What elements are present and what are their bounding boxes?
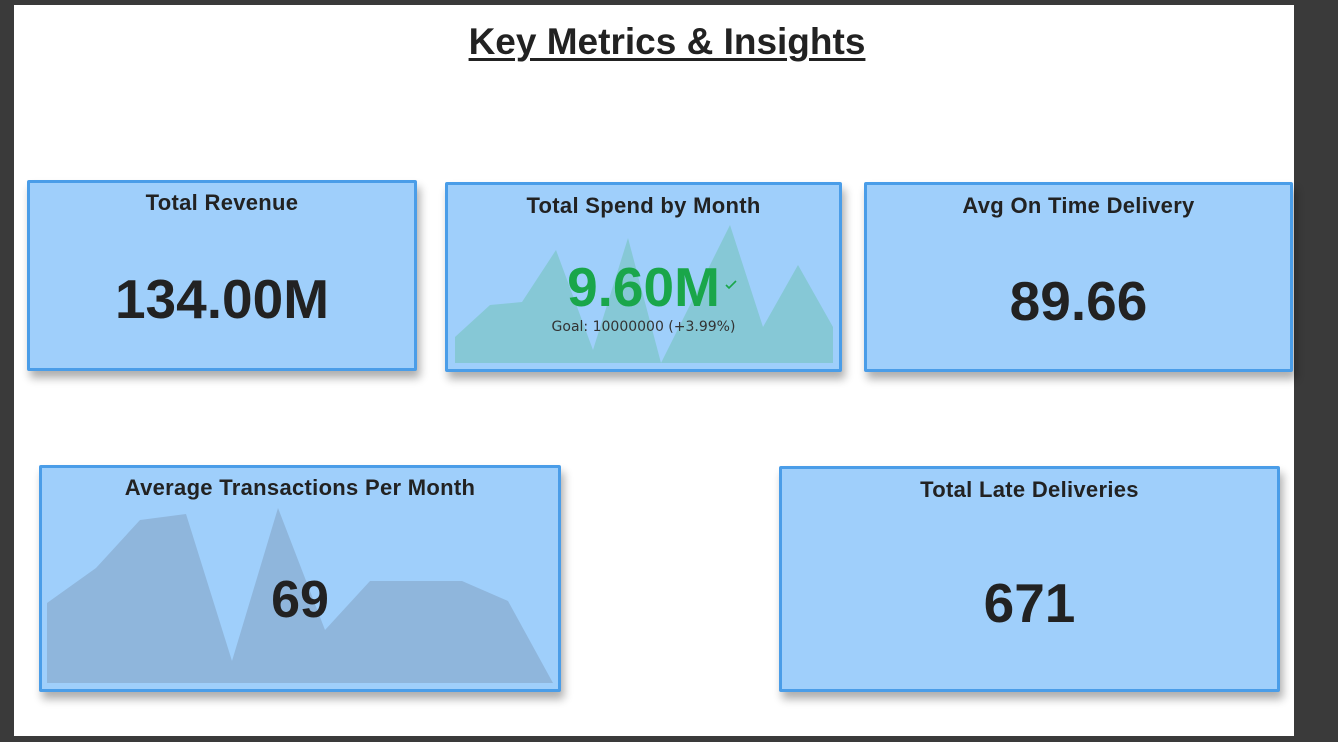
goal-text: Goal: 10000000 (+3.99%) [551,319,736,335]
card-title: Total Spend by Month [526,193,761,218]
total-revenue-card[interactable]: Total Revenue 134.00M [27,180,417,371]
page-title: Key Metrics & Insights [468,21,866,62]
total-spend-card[interactable]: Total Spend by Month 9.60M Goal: 1000000… [445,182,842,372]
card-value: 69 [271,571,329,629]
avg-transactions-card[interactable]: Average Transactions Per Month 69 [39,465,561,692]
card-title: Average Transactions Per Month [124,475,476,500]
transactions-sparkline [47,508,553,683]
report-canvas: Key Metrics & Insights Total Revenue 134… [14,5,1294,736]
card-title: Avg On Time Delivery [962,193,1195,218]
card-value: 89.66 [1009,270,1148,332]
avg-on-time-delivery-card[interactable]: Avg On Time Delivery 89.66 [864,182,1293,372]
spend-sparkline [455,225,833,363]
card-value: 134.00M [114,268,330,330]
card-title: Total Late Deliveries [920,477,1139,502]
card-value: 9.60M [567,256,720,318]
card-title: Total Revenue [145,190,299,215]
check-icon [725,280,737,290]
card-value: 671 [983,572,1076,634]
total-late-deliveries-card[interactable]: Total Late Deliveries 671 [779,466,1280,692]
